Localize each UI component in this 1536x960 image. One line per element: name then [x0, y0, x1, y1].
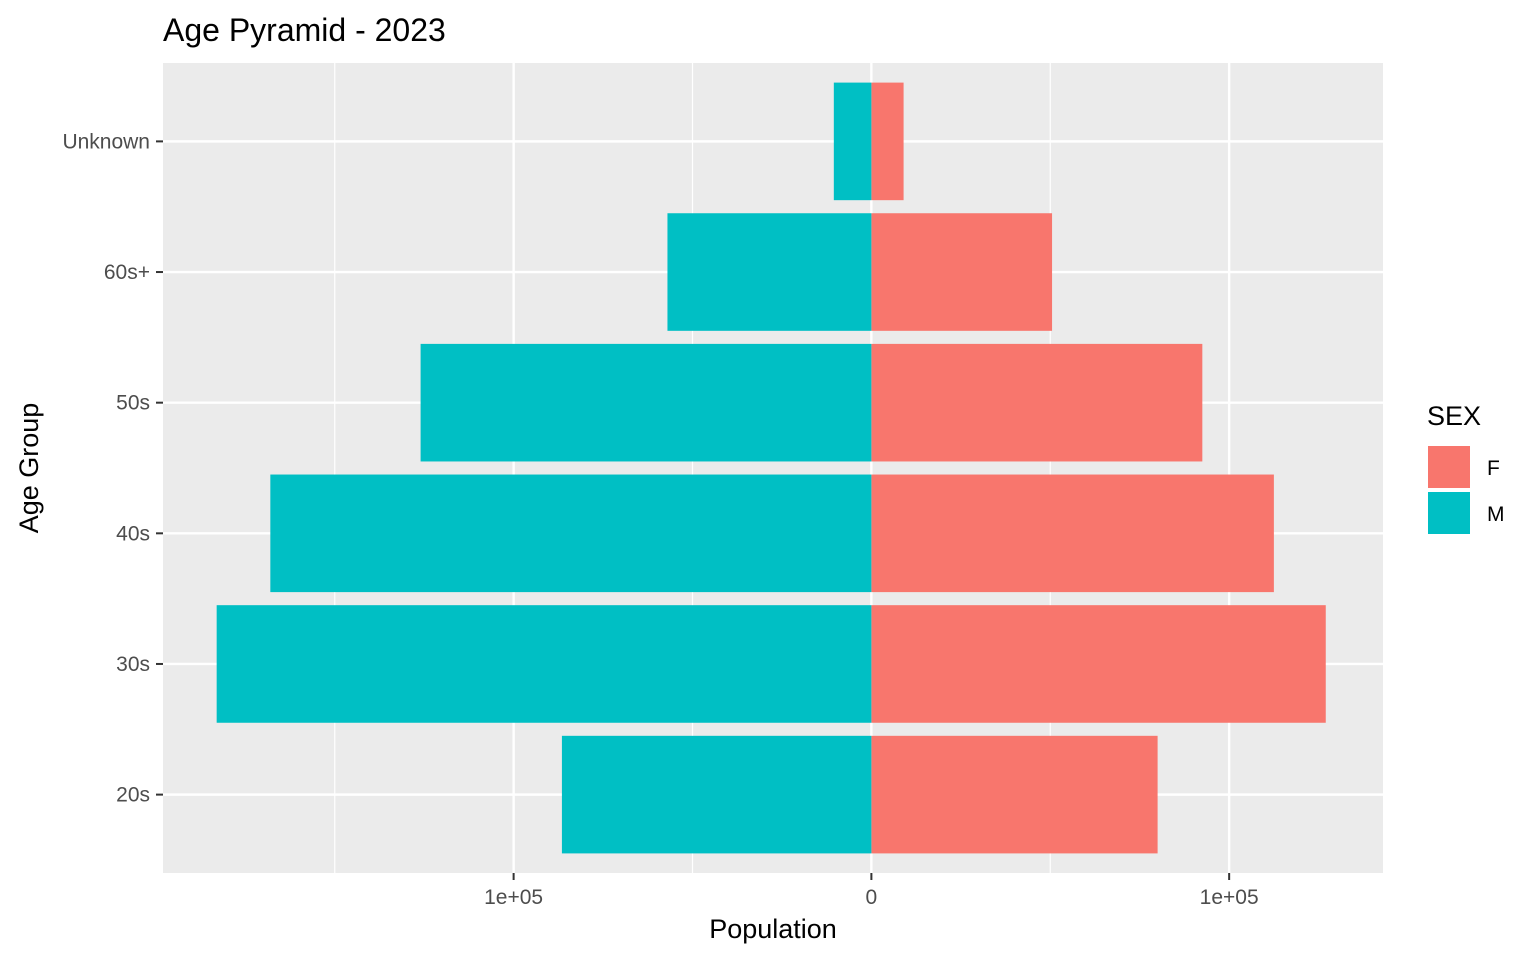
x-axis: 1e+05 0 1e+05: [484, 873, 1259, 909]
x-tick-label-2: 1e+05: [1200, 886, 1259, 909]
bar-M-unknown: [833, 82, 872, 201]
y-tick-label-1: 30s: [116, 653, 150, 676]
legend-title: SEX: [1427, 401, 1481, 431]
legend-label-F: F: [1487, 457, 1500, 480]
bar-F-40s: [871, 474, 1274, 593]
bar-F-unknown: [871, 82, 904, 201]
legend-key-F: [1426, 444, 1472, 490]
bar-M-50s: [420, 343, 872, 462]
chart-title: Age Pyramid - 2023: [163, 12, 446, 48]
y-tick-label-0: 20s: [116, 784, 150, 807]
bar-F-60s: [871, 213, 1053, 331]
legend-label-M: M: [1487, 503, 1505, 526]
bar-F-30s: [871, 605, 1326, 723]
y-tick-label-4: 60s+: [104, 261, 150, 284]
y-axis: 20s 30s 40s 50s 60s+ Unknown: [62, 130, 163, 807]
legend: SEX FM: [1426, 401, 1505, 536]
y-tick-label-5: Unknown: [62, 130, 150, 153]
bar-M-20s: [561, 735, 872, 854]
bar-F-20s: [871, 735, 1158, 854]
bar-M-30s: [216, 605, 872, 723]
bar-F-50s: [871, 343, 1203, 462]
y-tick-label-2: 40s: [116, 522, 150, 545]
legend-key-M: [1426, 490, 1472, 536]
x-tick-label-0: 1e+05: [484, 886, 543, 909]
x-tick-label-1: 0: [866, 886, 878, 909]
bar-M-40s: [270, 474, 872, 593]
y-tick-label-3: 50s: [116, 392, 150, 415]
bars: [216, 82, 1326, 854]
y-axis-title: Age Group: [14, 403, 44, 534]
x-axis-title: Population: [709, 914, 837, 944]
bar-M-60s: [667, 213, 872, 331]
